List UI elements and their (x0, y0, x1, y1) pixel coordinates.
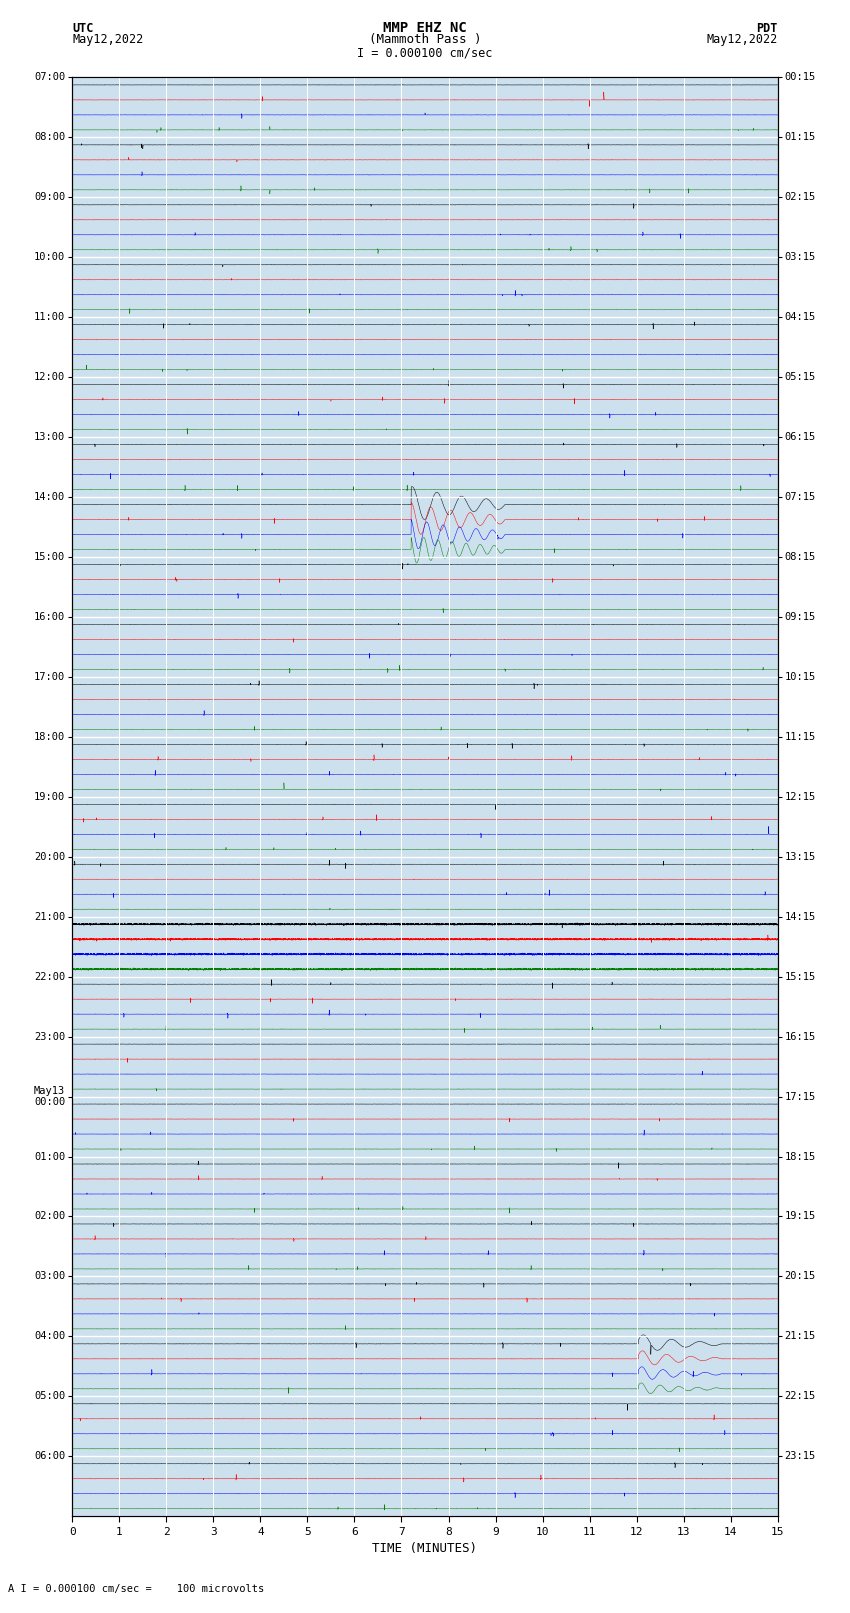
Text: MMP EHZ NC: MMP EHZ NC (383, 21, 467, 35)
Text: A I = 0.000100 cm/sec =    100 microvolts: A I = 0.000100 cm/sec = 100 microvolts (8, 1584, 264, 1594)
X-axis label: TIME (MINUTES): TIME (MINUTES) (372, 1542, 478, 1555)
Text: I = 0.000100 cm/sec: I = 0.000100 cm/sec (357, 47, 493, 60)
Text: UTC: UTC (72, 21, 94, 35)
Text: PDT: PDT (756, 21, 778, 35)
Text: May12,2022: May12,2022 (706, 32, 778, 45)
Text: May12,2022: May12,2022 (72, 32, 144, 45)
Text: (Mammoth Pass ): (Mammoth Pass ) (369, 32, 481, 45)
